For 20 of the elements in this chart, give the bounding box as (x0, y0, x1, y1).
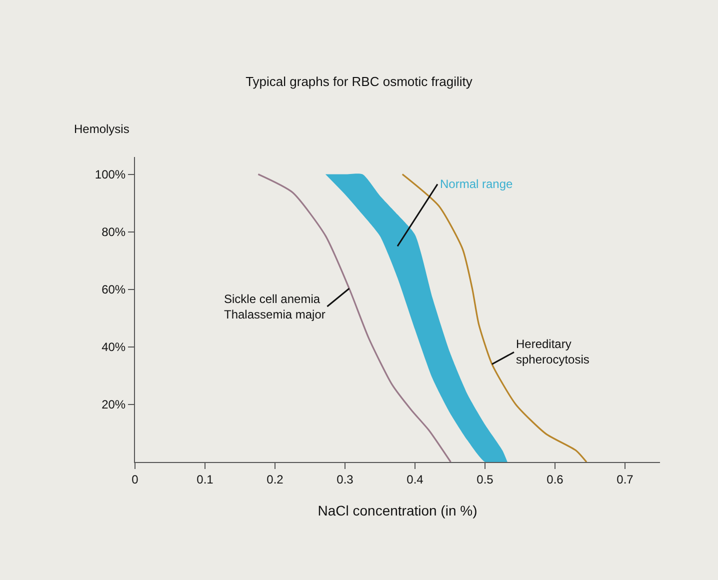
y-tick-label: 80% (102, 225, 126, 240)
y-axis-title: Hemolysis (74, 122, 130, 136)
x-tick-label: 0.1 (196, 472, 214, 486)
x-tick-label: 0.3 (336, 472, 354, 486)
x-axis-title: NaCl concentration (in %) (318, 502, 478, 519)
x-tick-label: 0.7 (616, 472, 634, 486)
line-series (402, 173, 588, 462)
x-tick-label: 0 (132, 472, 139, 486)
x-tick-label: 0.5 (476, 472, 494, 486)
series-label: Hereditary spherocytosis (516, 337, 590, 367)
x-tick-label: 0.6 (546, 472, 564, 486)
y-tick-label: 100% (94, 167, 126, 182)
series-label: Sickle cell anemia Thalassemia major (224, 292, 326, 322)
y-tick-label: 20% (102, 398, 126, 412)
legend-label: Normal range (440, 177, 514, 191)
x-tick-label: 0.4 (406, 472, 424, 486)
x-tick-label: 0.2 (266, 472, 284, 486)
y-tick-label: 40% (102, 340, 126, 354)
y-tick-label: 60% (102, 282, 126, 297)
chart-title: Typical graphs for RBC osmotic fragility (246, 74, 473, 89)
